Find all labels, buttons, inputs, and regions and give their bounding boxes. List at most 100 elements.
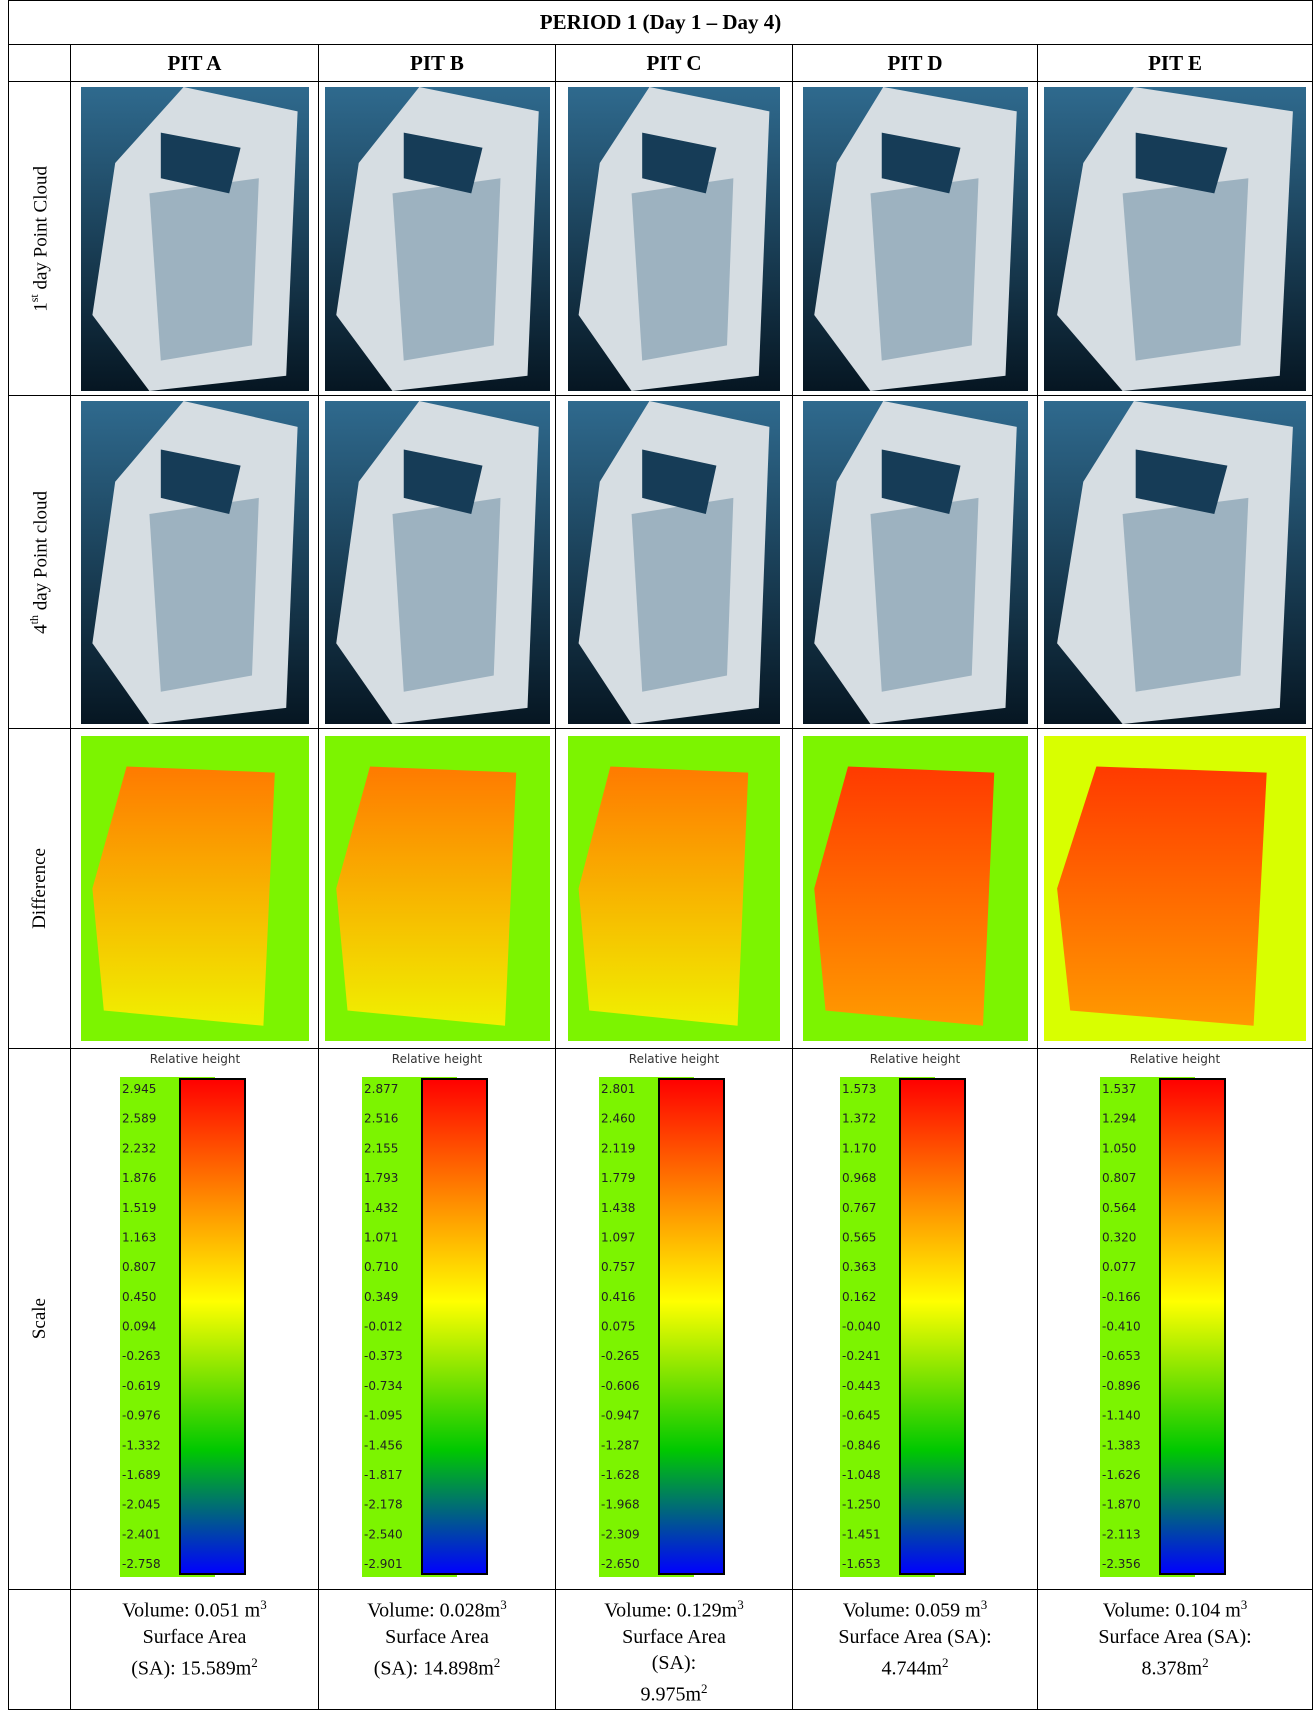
scale-tick-label: 1.779 xyxy=(601,1171,635,1185)
scale-title: Relative height xyxy=(870,1052,961,1066)
volume-line: Volume: 0.028m3 xyxy=(319,1592,555,1624)
scale-tick-label: -0.645 xyxy=(842,1409,881,1423)
pit-floor xyxy=(632,178,734,360)
row-label-cell: 1st day Point Cloud xyxy=(9,82,71,396)
header-cell: PIT D xyxy=(793,45,1038,82)
surface-area-line: 8.378m2 xyxy=(1038,1650,1312,1682)
surface-area-text: (SA): 15.589m xyxy=(131,1657,251,1679)
row-label-text: Scale xyxy=(29,1298,50,1339)
pit-name: PIT C xyxy=(646,51,701,75)
surface-area-line: Surface Area xyxy=(556,1624,792,1650)
scale-tick-label: -1.456 xyxy=(364,1438,403,1452)
pit-floor xyxy=(870,178,978,360)
point-cloud-image xyxy=(568,401,780,724)
pit-floor xyxy=(392,178,500,360)
surface-area-sup: 2 xyxy=(942,1655,949,1670)
row-label-text: 4 xyxy=(30,624,51,634)
surface-area-text: Surface Area xyxy=(385,1626,489,1648)
scale-tick-label: -2.401 xyxy=(122,1527,161,1541)
difference-region xyxy=(579,767,749,1026)
scale-tick-label: -0.896 xyxy=(1102,1379,1141,1393)
scale-tick-label: 2.945 xyxy=(122,1082,156,1096)
header-cell: PIT A xyxy=(71,45,319,82)
scale-tick-label: 2.155 xyxy=(364,1141,398,1155)
point-cloud-image xyxy=(81,87,309,391)
surface-area-text: (SA): xyxy=(652,1652,696,1674)
scale-tick-label: 0.710 xyxy=(364,1260,398,1274)
difference-region xyxy=(336,767,516,1026)
scale-tick-label: -1.628 xyxy=(601,1468,640,1482)
row-label: 4th day Point cloud xyxy=(27,491,52,634)
surface-area-text: (SA): 14.898m xyxy=(374,1657,494,1679)
scale-title: Relative height xyxy=(629,1052,720,1066)
row-label-cell: Difference xyxy=(9,729,71,1049)
scale-tick-label: -1.048 xyxy=(842,1468,881,1482)
page: PERIOD 1 (Day 1 – Day 4) PIT APIT BPIT C… xyxy=(0,0,1314,1712)
point-cloud-image xyxy=(81,401,309,724)
scale-tick-label: -0.443 xyxy=(842,1379,881,1393)
result-cell: Volume: 0.028m3Surface Area(SA): 14.898m… xyxy=(319,1590,556,1710)
scale-tick-label: -0.976 xyxy=(122,1409,161,1423)
image-cell xyxy=(71,396,319,729)
scale-tick-label: 1.573 xyxy=(842,1082,876,1096)
scale-tick-label: -0.653 xyxy=(1102,1349,1141,1363)
volume-text: Volume: 0.028m xyxy=(367,1600,500,1622)
scale-tick-label: -1.817 xyxy=(364,1468,403,1482)
scale-tick-label: 0.757 xyxy=(601,1260,635,1274)
row-label-sup: st xyxy=(27,294,41,302)
row-label-cell: 4th day Point cloud xyxy=(9,396,71,729)
pit-name: PIT E xyxy=(1148,51,1202,75)
surface-area-sup: 2 xyxy=(494,1655,501,1670)
surface-area-text: Surface Area (SA): xyxy=(1098,1626,1251,1648)
scale-tick-label: -0.040 xyxy=(842,1320,881,1334)
surface-area-line: (SA): 14.898m2 xyxy=(319,1650,555,1682)
scale-tick-label: 0.162 xyxy=(842,1290,876,1304)
surface-area-line: (SA): 15.589m2 xyxy=(71,1650,318,1682)
color-scale: Relative height2.9452.5892.2321.8761.519… xyxy=(80,1049,310,1584)
color-scale: Relative height2.8012.4602.1191.7791.438… xyxy=(559,1049,789,1584)
scale-tick-label: 0.320 xyxy=(1102,1230,1136,1244)
scale-tick-label: 2.516 xyxy=(364,1112,398,1126)
scale-tick-label: -0.734 xyxy=(364,1379,403,1393)
volume-text: Volume: 0.059 m xyxy=(843,1600,981,1622)
scale-tick-label: 0.450 xyxy=(122,1290,156,1304)
point-cloud-image xyxy=(325,87,550,391)
scale-tick-label: 0.416 xyxy=(601,1290,635,1304)
scale-tick-label: 1.432 xyxy=(364,1201,398,1215)
surface-area-line: Surface Area xyxy=(71,1624,318,1650)
scale-tick-label: 2.232 xyxy=(122,1141,156,1155)
scale-tick-label: -1.383 xyxy=(1102,1438,1141,1452)
image-cell xyxy=(319,729,556,1049)
difference-region xyxy=(1057,767,1267,1026)
scale-tick-label: -1.451 xyxy=(842,1527,881,1541)
volume-sup: 3 xyxy=(981,1597,988,1612)
color-scale: Relative height1.5731.3721.1700.9680.767… xyxy=(800,1049,1030,1584)
volume-line: Volume: 0.051 m3 xyxy=(71,1592,318,1624)
pit-floor xyxy=(149,178,258,360)
pit-name: PIT D xyxy=(887,51,942,75)
surface-area-sup: 2 xyxy=(251,1655,258,1670)
pit-name: PIT A xyxy=(168,51,222,75)
scale-tick-label: -0.166 xyxy=(1102,1290,1141,1304)
scale-tick-label: -1.250 xyxy=(842,1498,881,1512)
difference-image xyxy=(325,736,550,1041)
scale-title: Relative height xyxy=(1130,1052,1221,1066)
volume-line: Volume: 0.104 m3 xyxy=(1038,1592,1312,1624)
scale-tick-label: 0.767 xyxy=(842,1201,876,1215)
difference-image xyxy=(803,736,1028,1041)
volume-text: Volume: 0.051 m xyxy=(122,1600,260,1622)
scale-bar xyxy=(422,1079,487,1574)
image-cell xyxy=(793,82,1038,396)
scale-tick-label: 1.372 xyxy=(842,1112,876,1126)
results-table: PERIOD 1 (Day 1 – Day 4) PIT APIT BPIT C… xyxy=(8,0,1313,1710)
scale-tick-label: -0.263 xyxy=(122,1349,161,1363)
scale-tick-label: 0.565 xyxy=(842,1230,876,1244)
row-label-cell: Scale xyxy=(9,1049,71,1590)
scale-tick-label: -0.373 xyxy=(364,1349,403,1363)
scale-tick-label: 0.075 xyxy=(601,1320,635,1334)
scale-tick-label: -2.113 xyxy=(1102,1527,1141,1541)
scale-tick-label: -1.968 xyxy=(601,1498,640,1512)
scale-cell: Relative height1.5371.2941.0500.8070.564… xyxy=(1038,1049,1313,1590)
image-cell xyxy=(1038,82,1313,396)
